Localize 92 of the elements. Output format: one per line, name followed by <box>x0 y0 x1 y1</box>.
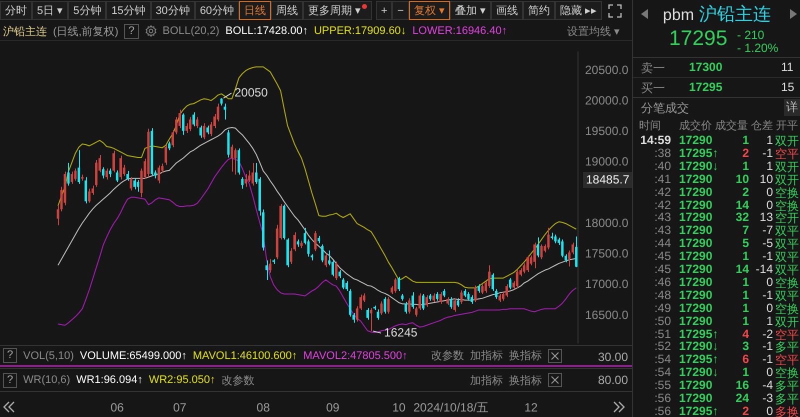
y-tick-label: 19500.0 <box>585 124 629 138</box>
text: WR(10,6) <box>23 374 70 386</box>
x-tick-label: 10 <box>392 400 406 415</box>
text: 17295 <box>689 80 722 94</box>
text: 画线 <box>490 1 523 20</box>
text: 分笔成交 <box>641 100 689 117</box>
x-tick-label: 08 <box>256 400 270 415</box>
text: 5分钟 <box>68 1 106 20</box>
text: - 1.20% <box>737 41 778 55</box>
text: 详 <box>784 99 800 116</box>
text: VOL(5,10) <box>23 350 74 362</box>
text: 30分钟 <box>150 1 195 20</box>
text: 11 <box>781 60 794 74</box>
text: 加指标 <box>470 349 503 363</box>
text: 14:59 17290 1 1 双开 <box>640 133 799 148</box>
text: :54 17295↑ 6 -1 空平 <box>654 352 799 368</box>
text: :38 17295↑ 2 -1 空平 <box>654 146 799 161</box>
text: :54 17290↓ 1 0 空换 <box>654 365 799 380</box>
y-tick-label: 20000.0 <box>585 93 629 108</box>
text: LOWER:16946.40↑ <box>412 25 508 37</box>
text: :56 17290 24 -3 多平 <box>654 391 799 406</box>
text: :42 17290 2 0 空换 <box>654 184 799 200</box>
text: 更多周期 ▾ <box>303 1 372 20</box>
text: UPPER:17909.60↓ <box>314 25 406 37</box>
text: 分时 <box>0 1 32 20</box>
text: :51 17295↑ 4 -2 空平 <box>654 326 799 342</box>
text: − <box>392 1 409 20</box>
text: 买一 <box>641 80 665 97</box>
text: + <box>376 1 392 20</box>
text: 时间 成交价 成交量 仓差 开平 <box>639 120 798 132</box>
text: 60分钟 <box>194 1 240 20</box>
x-tick-label: 12 <box>524 400 538 415</box>
text: 日线 <box>239 1 272 20</box>
text: :42 17290 14 0 空换 <box>654 198 799 212</box>
x-tick-label: 2024/10/18/五 <box>413 400 489 415</box>
text: ? <box>3 372 18 388</box>
text: 15 <box>781 80 794 94</box>
text: 15分钟 <box>106 1 151 20</box>
x-tick-label: 07 <box>173 400 187 415</box>
text: MAVOL2:47805.500↑ <box>303 350 408 362</box>
text: :45 17290 14 -14 双平 <box>654 262 799 277</box>
y-tick-label: 16500.0 <box>585 308 629 322</box>
text: - 210 <box>737 28 764 42</box>
text: 复权 ▾ <box>408 1 450 20</box>
text: 17300 <box>689 60 722 74</box>
text: ? <box>3 348 18 363</box>
text: VOLUME:65499.000↑ <box>80 350 187 362</box>
y-tick-label: 19000.0 <box>585 154 629 169</box>
y-tick-label: 17000.0 <box>585 277 629 292</box>
text: :43 17290 7 -7 双平 <box>654 223 799 238</box>
text: WR1:96.094↑ <box>76 374 143 386</box>
text: 18485.7 <box>586 172 630 186</box>
text: 换指标 <box>509 349 542 363</box>
text: BOLL:17428.00↑ <box>225 25 308 37</box>
y-tick-label: 18000.0 <box>585 216 629 230</box>
text: 设置均线 ▾ <box>566 24 620 38</box>
text: 隐藏 ▸▸ <box>554 1 602 20</box>
text: 改参数 <box>222 374 254 388</box>
text: 叠加 ▾ <box>450 1 491 20</box>
text: 30.00 <box>598 350 628 364</box>
text: 改参数 <box>431 349 464 363</box>
text: :48 17290 1 -1 双平 <box>654 288 799 303</box>
text: 卖一 <box>641 60 665 77</box>
text: 5日 ▾ <box>32 1 68 20</box>
text: 80.00 <box>598 373 628 387</box>
text: :49 17290 1 0 空换 <box>654 300 799 316</box>
annotation: 20050 <box>234 85 268 100</box>
text: BOLL(20,2) <box>162 25 220 37</box>
text: 简约 <box>522 1 555 20</box>
text: ? <box>124 24 139 38</box>
text: (日线,前复权) <box>53 24 118 38</box>
text: 换指标 <box>509 374 542 388</box>
text: :45 17290 1 -1 双平 <box>654 249 799 264</box>
text: WR2:95.050↑ <box>148 374 216 386</box>
text: :44 17290 5 -5 双平 <box>654 236 799 252</box>
text: pbm 沪铅主连 <box>662 4 772 24</box>
text: 17295 <box>669 27 728 51</box>
text: 沪铅主连 <box>3 24 47 38</box>
x-tick-label: 09 <box>326 400 340 415</box>
text: :50 17290 1 1 双开 <box>654 314 799 329</box>
text: :40 17290↓ 1 1 双开 <box>654 158 799 174</box>
text: :46 17290 1 0 空换 <box>654 274 799 290</box>
annotation: 16245 <box>384 325 418 340</box>
text: :41 17290 10 10 双开 <box>654 172 799 187</box>
text: 加指标 <box>470 374 503 388</box>
text: MAVOL1:46100.600↑ <box>192 350 298 362</box>
x-tick-label: 06 <box>110 400 124 415</box>
y-tick-label: 17500.0 <box>585 246 629 261</box>
text: :55 17290 16 -4 多平 <box>654 378 799 394</box>
y-tick-label: 20500.0 <box>585 62 629 77</box>
text: 周线 <box>271 1 304 20</box>
text: :52 17290↓ 3 -1 多平 <box>654 339 799 354</box>
